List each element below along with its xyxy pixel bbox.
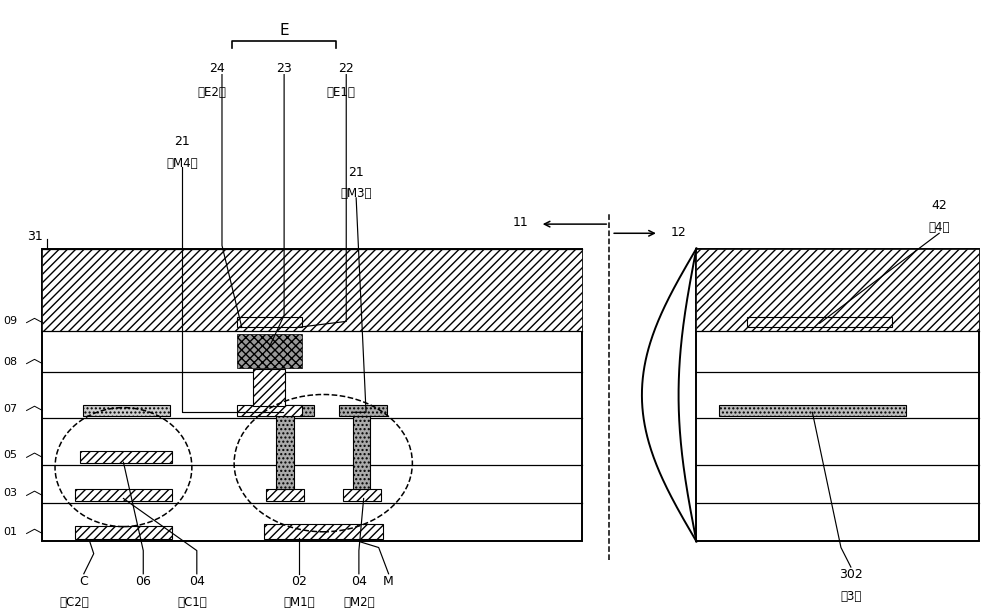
Bar xyxy=(266,405,314,416)
Bar xyxy=(75,489,172,501)
Text: （M4）: （M4） xyxy=(167,156,198,170)
Text: 04: 04 xyxy=(189,574,205,588)
Bar xyxy=(83,405,170,416)
Text: 22: 22 xyxy=(338,62,354,75)
Bar xyxy=(237,405,302,416)
Text: C: C xyxy=(79,574,88,588)
Bar xyxy=(80,451,172,463)
Text: （E2）: （E2） xyxy=(198,86,227,99)
Text: （M2）: （M2） xyxy=(343,596,375,609)
Text: 23: 23 xyxy=(276,62,292,75)
Text: M: M xyxy=(383,574,394,588)
Text: 04: 04 xyxy=(351,574,367,588)
Text: 11: 11 xyxy=(512,216,528,229)
Text: （C2）: （C2） xyxy=(59,596,89,609)
Text: （M1）: （M1） xyxy=(284,596,315,609)
Bar xyxy=(75,525,172,539)
Text: （M3）: （M3） xyxy=(340,187,372,200)
Bar xyxy=(719,405,906,416)
Text: 02: 02 xyxy=(292,574,307,588)
Text: 07: 07 xyxy=(4,403,18,414)
Text: E: E xyxy=(279,23,289,37)
Text: 03: 03 xyxy=(4,489,18,498)
Text: 31: 31 xyxy=(27,230,42,243)
Text: （4）: （4） xyxy=(928,221,950,234)
Text: 06: 06 xyxy=(135,574,151,588)
Bar xyxy=(42,248,582,330)
Text: 24: 24 xyxy=(209,62,225,75)
Text: 05: 05 xyxy=(4,451,18,460)
Text: （3）: （3） xyxy=(840,590,862,603)
Bar xyxy=(237,333,302,368)
Bar xyxy=(266,489,304,501)
Text: 09: 09 xyxy=(4,316,18,326)
Text: 302: 302 xyxy=(839,568,863,582)
Bar xyxy=(696,248,979,541)
Bar xyxy=(696,248,979,330)
Bar xyxy=(264,524,383,539)
Text: 42: 42 xyxy=(931,199,947,212)
Bar xyxy=(747,316,892,327)
Bar xyxy=(253,369,285,406)
Text: （C1）: （C1） xyxy=(177,596,207,609)
Text: 01: 01 xyxy=(4,527,18,536)
Bar xyxy=(276,414,294,489)
Bar xyxy=(42,248,582,541)
Bar xyxy=(339,405,387,416)
Text: 21: 21 xyxy=(348,166,364,179)
Text: 21: 21 xyxy=(174,135,190,148)
Text: 08: 08 xyxy=(4,357,18,367)
Bar xyxy=(237,316,302,327)
Text: （E1）: （E1） xyxy=(327,86,356,99)
Text: 12: 12 xyxy=(671,226,686,238)
Bar xyxy=(353,414,370,489)
Bar xyxy=(343,489,381,501)
